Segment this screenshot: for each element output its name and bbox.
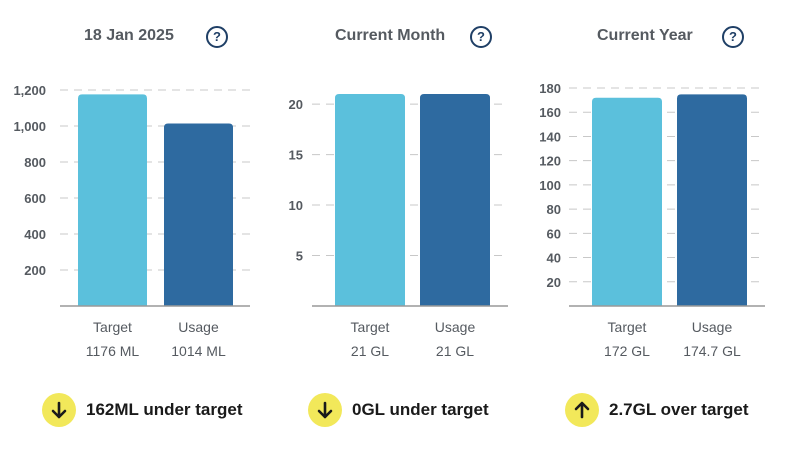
y-tick-label: 20 xyxy=(289,97,303,112)
value-label: 174.7 GL xyxy=(683,343,741,359)
arrow-down-icon xyxy=(308,393,342,427)
y-tick-label: 100 xyxy=(539,178,561,193)
arrow-up-icon xyxy=(565,393,599,427)
bar-chart: 20 40 60 80 100 120 140 160 180 Target 172 GL Usage… xyxy=(539,81,765,359)
panel-month: Current Month ? 5 10 15 20 Target 21 GL Usage 2… xyxy=(262,0,524,453)
y-tick-label: 600 xyxy=(24,191,46,206)
bar-target[interactable] xyxy=(335,94,405,306)
y-tick-label: 200 xyxy=(24,263,46,278)
category-label: Target xyxy=(608,319,647,335)
bar-chart: 5 10 15 20 Target 21 GL Usage 21 GL xyxy=(289,94,508,359)
y-tick-label: 180 xyxy=(539,81,561,96)
arrow-down-icon xyxy=(42,393,76,427)
bar-usage[interactable] xyxy=(420,94,490,306)
panel-year: Current Year ? 20 40 60 80 100 120 140 160 180 Ta… xyxy=(524,0,785,453)
value-label: 1176 ML xyxy=(86,343,140,359)
y-tick-label: 15 xyxy=(289,148,303,163)
y-tick-label: 5 xyxy=(296,249,303,264)
value-label: 21 GL xyxy=(436,343,474,359)
category-label: Usage xyxy=(692,319,733,335)
value-label: 21 GL xyxy=(351,343,389,359)
y-tick-label: 160 xyxy=(539,105,561,120)
summary-text: 0GL under target xyxy=(352,400,489,419)
summary-text: 162ML under target xyxy=(86,400,243,419)
bar-chart: 200 400 600 800 1,000 1,200 Target 1176 ML Usage… xyxy=(13,83,250,359)
category-label: Target xyxy=(351,319,390,335)
y-tick-label: 1,000 xyxy=(13,119,46,134)
panel-title: 18 Jan 2025 xyxy=(84,27,174,44)
y-tick-label: 120 xyxy=(539,154,561,169)
value-label: 1014 ML xyxy=(171,343,226,359)
summary-text: 2.7GL over target xyxy=(609,400,749,419)
y-tick-label: 20 xyxy=(547,275,561,290)
y-tick-label: 800 xyxy=(24,155,46,170)
summary: 162ML under target xyxy=(42,393,243,427)
y-tick-label: 40 xyxy=(547,251,561,266)
bar-usage[interactable] xyxy=(677,94,747,307)
category-label: Usage xyxy=(178,319,219,335)
bar-target[interactable] xyxy=(592,97,662,306)
bar-target[interactable] xyxy=(78,94,147,306)
category-label: Target xyxy=(93,319,132,335)
y-tick-label: 60 xyxy=(547,226,561,241)
question-circle-icon[interactable]: ? xyxy=(722,26,744,48)
y-tick-label: 140 xyxy=(539,129,561,144)
y-tick-label: 400 xyxy=(24,227,46,242)
y-tick-label: 80 xyxy=(547,202,561,217)
bar-usage[interactable] xyxy=(164,123,233,306)
question-circle-icon[interactable]: ? xyxy=(206,26,228,48)
panel-title: Current Month xyxy=(335,27,446,44)
panel-title: Current Year xyxy=(597,27,693,44)
summary: 0GL under target xyxy=(308,393,489,427)
y-tick-label: 10 xyxy=(289,198,303,213)
y-tick-label: 1,200 xyxy=(13,83,46,98)
summary: 2.7GL over target xyxy=(565,393,749,427)
value-label: 172 GL xyxy=(604,343,650,359)
panel-day: 18 Jan 2025 ? 200 400 600 800 1,000 1,200 Targ… xyxy=(0,0,262,453)
question-circle-icon[interactable]: ? xyxy=(470,26,492,48)
category-label: Usage xyxy=(435,319,476,335)
